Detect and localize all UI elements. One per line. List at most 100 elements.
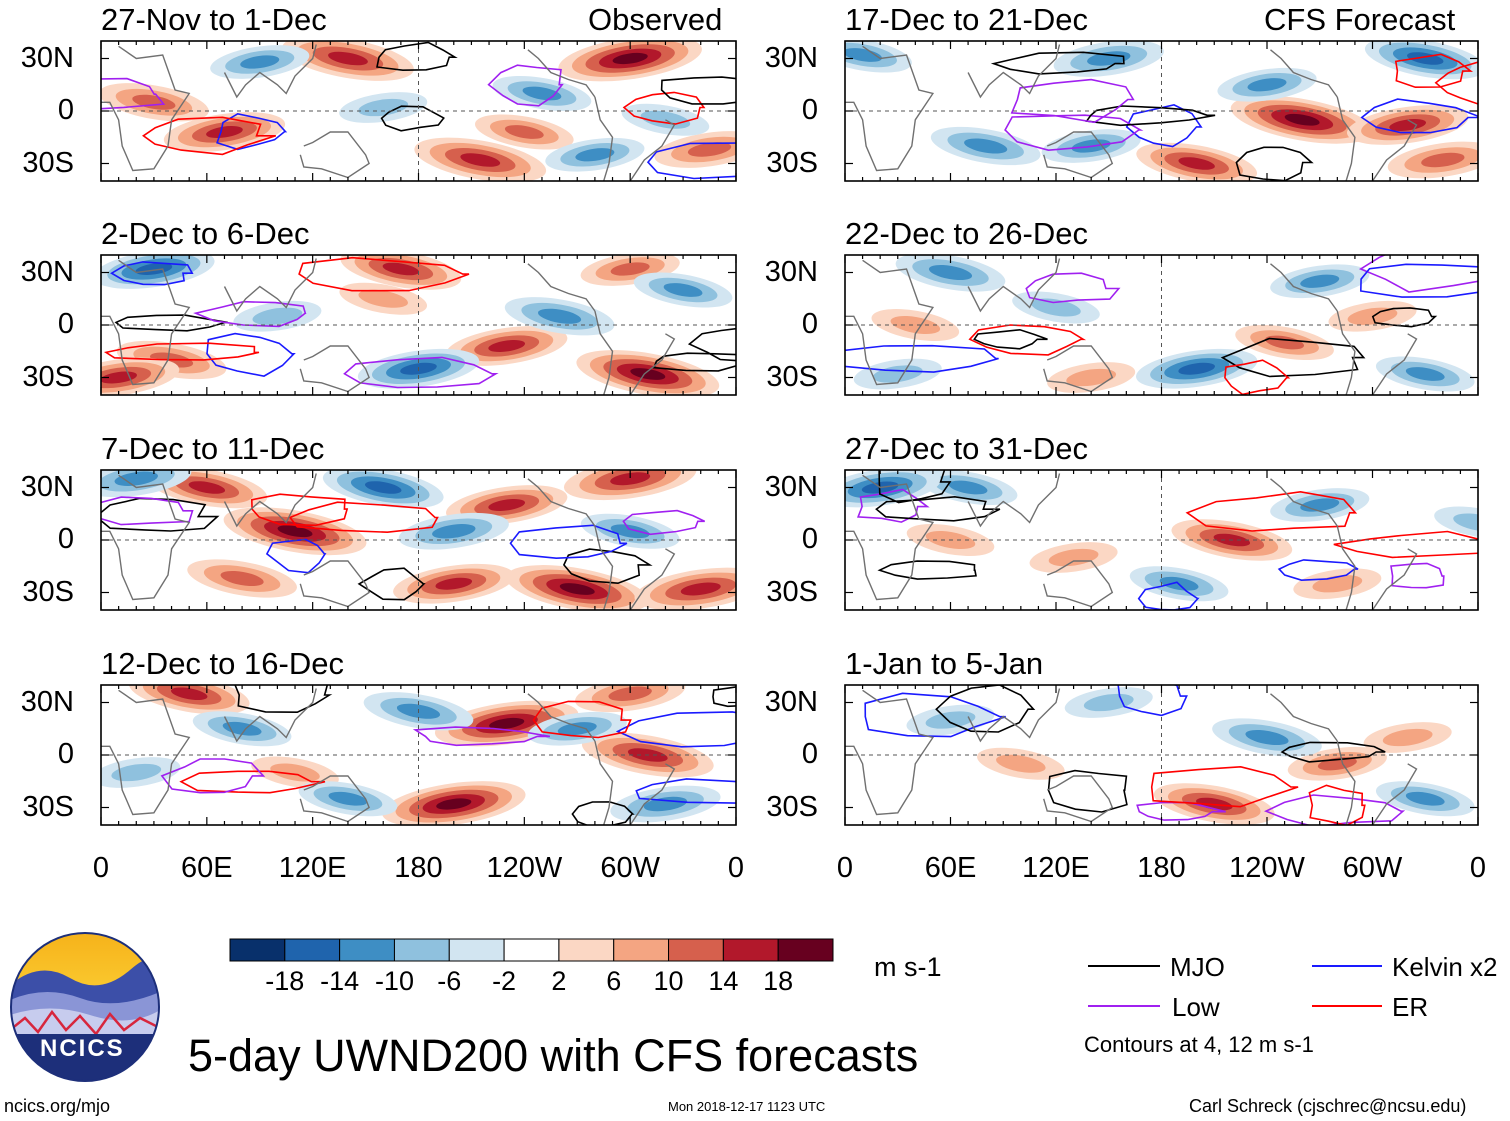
contour-panels_observed-2-8 [357, 567, 426, 601]
lat-label: 30N [20, 470, 74, 503]
coastline-panels_observed-0-5 [629, 119, 676, 181]
anomaly-blob-panels_observed-3-5 [608, 686, 652, 701]
lat-label: 30S [766, 790, 818, 823]
coastline-panels_forecast-3-2 [1043, 775, 1114, 823]
anomaly-blob-panels_forecast-3-6 [1405, 791, 1445, 806]
contour-panels_observed-2-6 [101, 496, 194, 526]
panel-title-panels_forecast-3: 1-Jan to 5-Jan [845, 646, 1044, 681]
figure-title: 5-day UWND200 with CFS forecasts [188, 1030, 919, 1081]
anomaly-blob-panels_forecast-0-7 [1247, 78, 1287, 92]
coastline-panels_observed-0-3 [594, 96, 614, 181]
ncics-logo [10, 932, 160, 1082]
lon-label: 60W [600, 852, 660, 884]
colorbar-tick-label: 10 [653, 966, 684, 996]
anomaly-blob-panels_observed-0-4 [460, 153, 501, 167]
colorbar-swatch [613, 938, 670, 962]
anomaly-blob-panels_forecast-1-3 [1066, 368, 1117, 387]
panel-panels_observed-0 [100, 40, 737, 182]
contour-panels_forecast-1-7 [1224, 359, 1291, 395]
panel-panels_forecast-3 [844, 684, 1479, 826]
lat-label: 30N [764, 685, 818, 718]
colorbar-tick-label: 2 [551, 966, 567, 996]
coastline-panels_forecast-0-0 [845, 45, 935, 172]
colorbar-units: m s-1 [874, 952, 942, 982]
anomaly-blob-panels_observed-3-11 [111, 763, 162, 782]
contour-panels_forecast-3-6 [1263, 794, 1406, 825]
anomaly-blob-panels_observed-0-7 [240, 55, 280, 69]
legend-kelvin-label: Kelvin x2 [1392, 952, 1498, 982]
contour-panels_forecast-0-6 [1010, 78, 1135, 124]
lon-label: 60E [181, 852, 233, 884]
coastline-panels_observed-2-4 [527, 478, 596, 527]
contour-panels_forecast-1-0 [1220, 337, 1366, 378]
anomaly-blob-panels_observed-1-2 [630, 368, 666, 380]
colorbar-tick-label: 18 [763, 966, 794, 996]
anomaly-blob-panels_observed-0-9 [358, 98, 409, 117]
lat-label: 30N [20, 685, 74, 718]
contour-panels_forecast-2-8 [875, 495, 1001, 522]
coastline-panels_observed-0-1 [223, 44, 317, 99]
observed-label: Observed [588, 2, 723, 37]
contour-panels_forecast-2-0 [877, 560, 977, 580]
lon-label: 180 [394, 852, 443, 884]
lat-label: 0 [57, 523, 74, 555]
anomaly-blob-panels_observed-1-10 [663, 283, 703, 297]
coastline-panels_observed-1-0 [101, 259, 191, 386]
anomaly-blob-panels_observed-0-5 [687, 142, 732, 157]
anomaly-blob-panels_observed-2-9 [432, 524, 476, 539]
panel-title-panels_observed-1: 2-Dec to 6-Dec [101, 216, 310, 251]
anomaly-blob-panels_observed-1-3 [488, 340, 526, 352]
contour-panels_forecast-0-3 [1434, 61, 1478, 105]
contour-panels_forecast-1-8 [1371, 307, 1438, 328]
coastline-panels_observed-1-2 [299, 345, 370, 393]
anomaly-blob-panels_forecast-2-4 [948, 480, 988, 495]
contour-panels_forecast-2-3 [1333, 530, 1478, 559]
anomaly-blob-panels_observed-3-10 [328, 791, 368, 806]
anomaly-blob-panels_observed-1-0 [382, 262, 420, 276]
contour-panels_observed-0-5 [646, 142, 736, 180]
contour-panels_observed-1-4 [687, 327, 736, 362]
footer-url: ncics.org/mjo [4, 1096, 111, 1116]
coastline-panels_observed-1-5 [629, 333, 676, 395]
contour-panels_forecast-2-7 [1185, 490, 1358, 532]
contour-panels_forecast-1-4 [973, 328, 1048, 350]
coastline-panels_forecast-0-4 [1270, 49, 1338, 98]
coastline-panels_forecast-0-5 [1371, 119, 1418, 181]
legend-er-label: ER [1392, 992, 1429, 1022]
lat-label: 0 [801, 308, 818, 340]
anomaly-blob-panels_forecast-2-1 [1048, 548, 1099, 567]
anomaly-blob-panels_observed-1-1 [610, 262, 650, 276]
lon-label: 0 [836, 852, 854, 884]
anomaly-blob-panels_forecast-3-4 [1245, 729, 1289, 746]
colorbar-swatch [668, 938, 724, 962]
anomaly-blob-panels_observed-0-3 [206, 126, 243, 138]
anomaly-blob-panels_observed-2-6 [220, 570, 264, 587]
contour-panels_forecast-3-8 [935, 685, 1036, 733]
lon-label: 120W [1229, 852, 1305, 884]
contour-panels_forecast-3-3 [1150, 765, 1299, 808]
coastline-panels_forecast-1-5 [1371, 333, 1418, 395]
anomaly-blob-panels_observed-1-11 [252, 307, 303, 325]
anomaly-blob-panels_forecast-3-2 [996, 754, 1046, 773]
contour-panels_forecast-3-1 [1117, 685, 1188, 717]
anomaly-blob-panels_observed-3-4 [270, 763, 320, 782]
panel-panels_forecast-1 [844, 254, 1479, 396]
anomaly-blob-panels_observed-1-6 [358, 289, 408, 308]
contour-panels_forecast-0-1 [1125, 104, 1203, 148]
coastline-panels_observed-2-3 [594, 525, 614, 610]
panel-panels_forecast-0 [844, 40, 1479, 182]
panel-title-panels_observed-2: 7-Dec to 11-Dec [101, 431, 325, 466]
lon-label: 60W [1342, 852, 1403, 884]
coastline-panels_forecast-0-1 [967, 44, 1061, 99]
anomaly-blob-panels_observed-2-8 [364, 481, 402, 494]
coastline-panels_observed-3-1 [223, 688, 317, 743]
anomaly-blob-panels_observed-2-0 [277, 525, 313, 538]
contour-panels_observed-3-8 [571, 801, 635, 825]
colorbar-swatch [503, 938, 560, 962]
lat-label: 0 [57, 94, 74, 126]
coastline-panels_forecast-3-4 [1270, 693, 1338, 742]
lat-label: 30S [22, 146, 74, 179]
colorbar-swatch [284, 938, 341, 962]
anomaly-blob-panels_observed-2-7 [680, 582, 721, 596]
